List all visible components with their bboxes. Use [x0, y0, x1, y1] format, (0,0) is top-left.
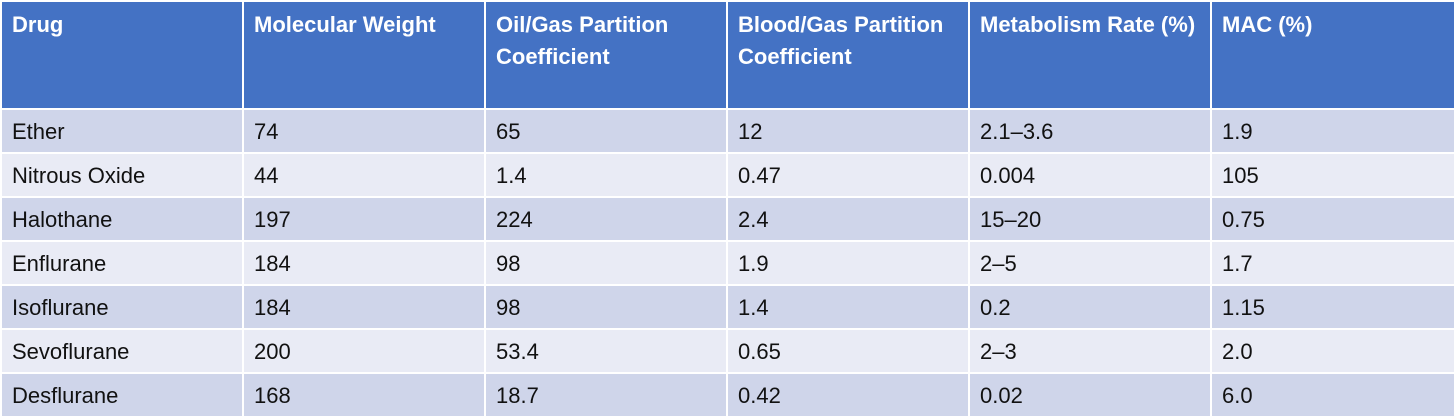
- cell-molecular-weight: 168: [242, 372, 486, 418]
- cell-drug: Halothane: [0, 196, 244, 242]
- cell-molecular-weight: 197: [242, 196, 486, 242]
- cell-oil-gas: 98: [484, 240, 728, 286]
- cell-mac: 1.9: [1210, 108, 1454, 154]
- cell-oil-gas: 1.4: [484, 152, 728, 198]
- cell-oil-gas: 18.7: [484, 372, 728, 418]
- table-row: Ether 74 65 12 2.1–3.6 1.9: [0, 108, 1454, 154]
- cell-oil-gas: 65: [484, 108, 728, 154]
- cell-blood-gas: 0.47: [726, 152, 970, 198]
- cell-metabolism: 2–3: [968, 328, 1212, 374]
- cell-metabolism: 2.1–3.6: [968, 108, 1212, 154]
- cell-metabolism: 15–20: [968, 196, 1212, 242]
- cell-mac: 1.15: [1210, 284, 1454, 330]
- table-row: Enflurane 184 98 1.9 2–5 1.7: [0, 240, 1454, 286]
- cell-mac: 105: [1210, 152, 1454, 198]
- cell-molecular-weight: 184: [242, 240, 486, 286]
- table-header: Drug Molecular Weight Oil/Gas Partition …: [0, 0, 1454, 110]
- cell-drug: Ether: [0, 108, 244, 154]
- cell-oil-gas: 224: [484, 196, 728, 242]
- cell-drug: Nitrous Oxide: [0, 152, 244, 198]
- cell-blood-gas: 0.42: [726, 372, 970, 418]
- table-body: Ether 74 65 12 2.1–3.6 1.9 Nitrous Oxide…: [0, 108, 1454, 418]
- cell-mac: 6.0: [1210, 372, 1454, 418]
- cell-drug: Sevoflurane: [0, 328, 244, 374]
- header-blood-gas-partition: Blood/Gas Partition Coefficient: [726, 0, 970, 110]
- cell-blood-gas: 0.65: [726, 328, 970, 374]
- header-mac: MAC (%): [1210, 0, 1454, 110]
- table-row: Sevoflurane 200 53.4 0.65 2–3 2.0: [0, 328, 1454, 374]
- cell-drug: Desflurane: [0, 372, 244, 418]
- table-row: Nitrous Oxide 44 1.4 0.47 0.004 105: [0, 152, 1454, 198]
- cell-oil-gas: 53.4: [484, 328, 728, 374]
- cell-blood-gas: 1.4: [726, 284, 970, 330]
- table-row: Desflurane 168 18.7 0.42 0.02 6.0: [0, 372, 1454, 418]
- cell-molecular-weight: 44: [242, 152, 486, 198]
- cell-blood-gas: 2.4: [726, 196, 970, 242]
- cell-drug: Isoflurane: [0, 284, 244, 330]
- cell-mac: 0.75: [1210, 196, 1454, 242]
- cell-molecular-weight: 74: [242, 108, 486, 154]
- cell-mac: 2.0: [1210, 328, 1454, 374]
- cell-drug: Enflurane: [0, 240, 244, 286]
- cell-metabolism: 0.004: [968, 152, 1212, 198]
- cell-metabolism: 0.02: [968, 372, 1212, 418]
- cell-metabolism: 0.2: [968, 284, 1212, 330]
- cell-molecular-weight: 200: [242, 328, 486, 374]
- header-oil-gas-partition: Oil/Gas Partition Coefficient: [484, 0, 728, 110]
- header-metabolism-rate: Metabolism Rate (%): [968, 0, 1212, 110]
- header-drug: Drug: [0, 0, 244, 110]
- cell-metabolism: 2–5: [968, 240, 1212, 286]
- table-row: Halothane 197 224 2.4 15–20 0.75: [0, 196, 1454, 242]
- cell-molecular-weight: 184: [242, 284, 486, 330]
- cell-mac: 1.7: [1210, 240, 1454, 286]
- cell-blood-gas: 1.9: [726, 240, 970, 286]
- header-molecular-weight: Molecular Weight: [242, 0, 486, 110]
- cell-blood-gas: 12: [726, 108, 970, 154]
- cell-oil-gas: 98: [484, 284, 728, 330]
- header-row: Drug Molecular Weight Oil/Gas Partition …: [0, 0, 1454, 110]
- table-row: Isoflurane 184 98 1.4 0.2 1.15: [0, 284, 1454, 330]
